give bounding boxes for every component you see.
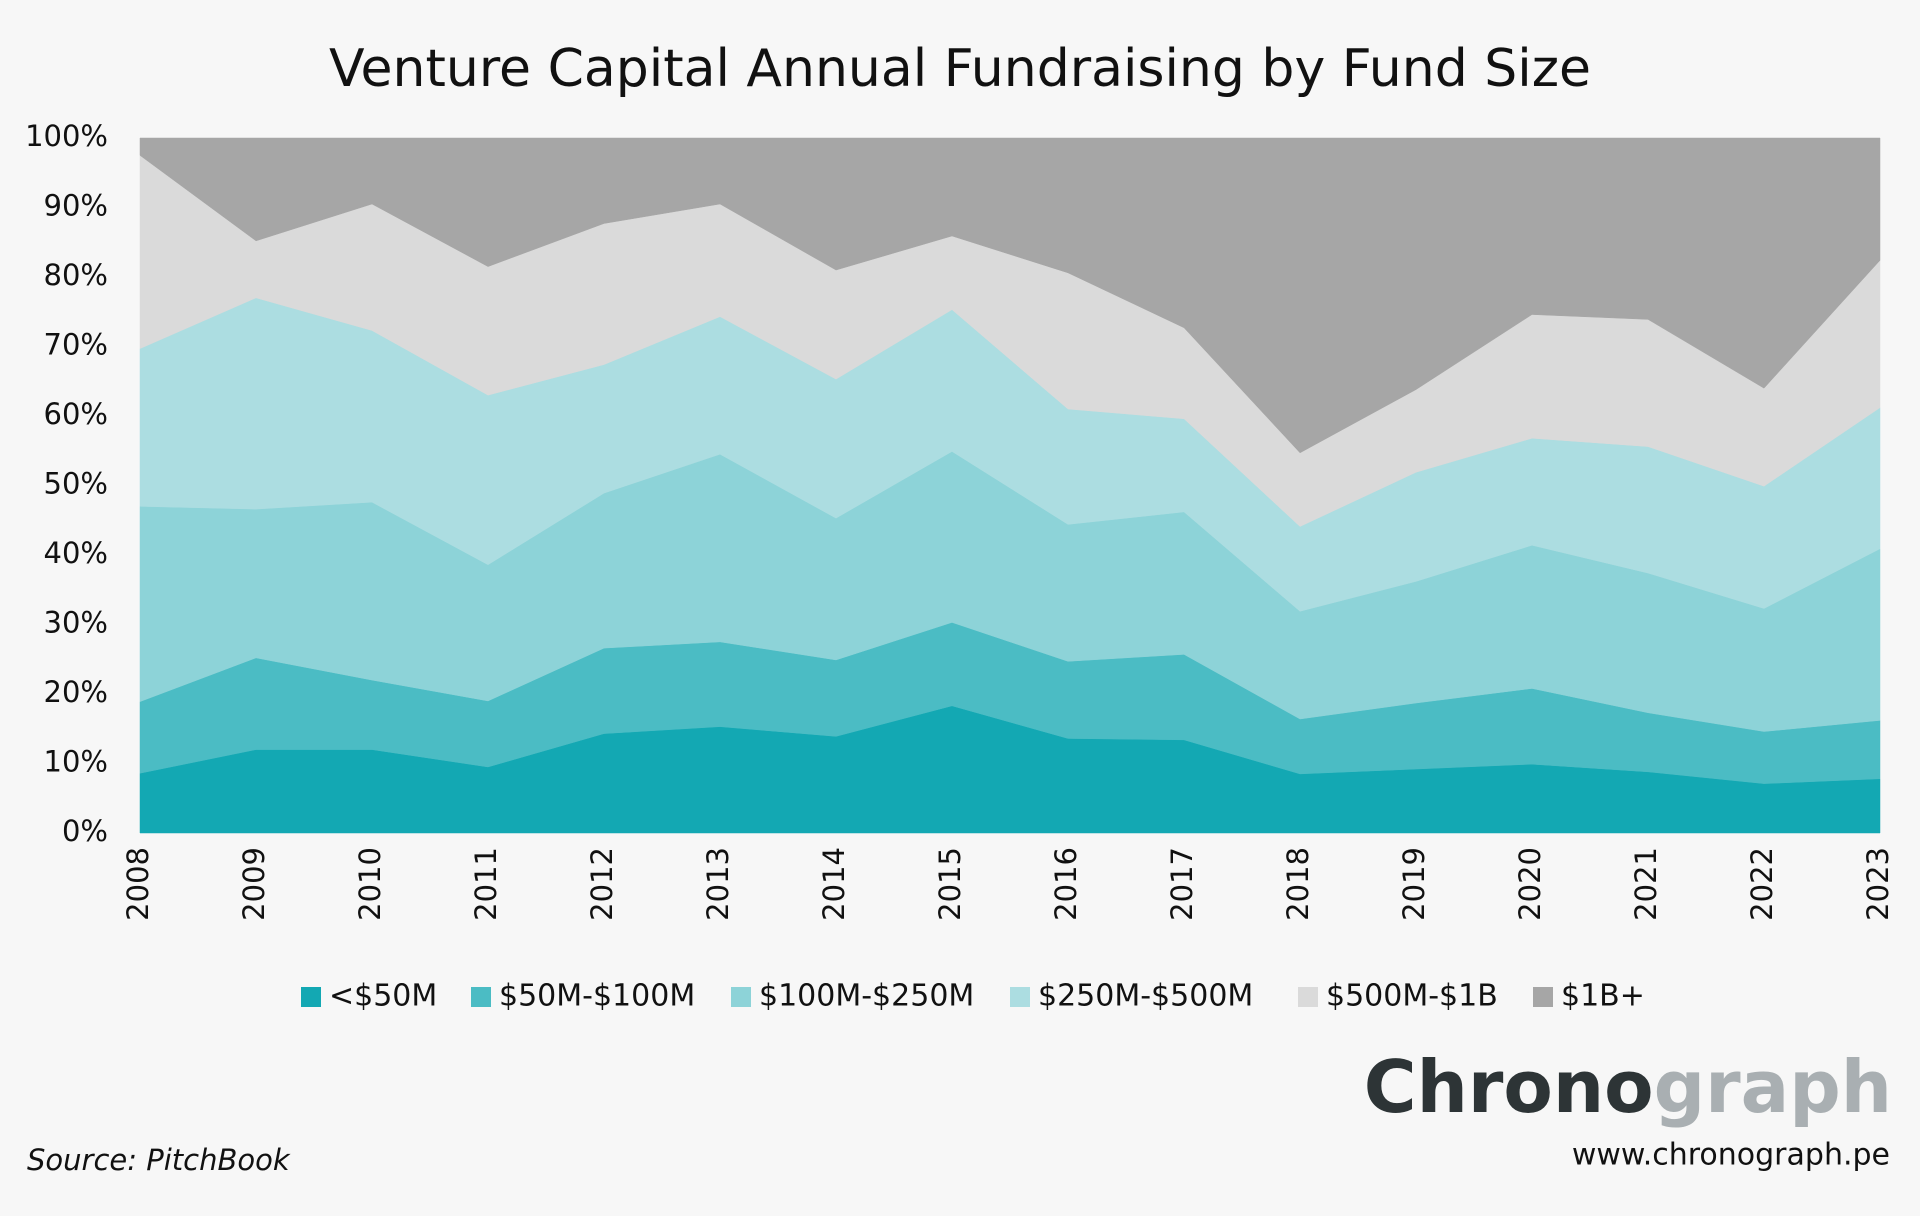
legend-item: $100M-$250M	[731, 979, 974, 1014]
x-tick-label: 2016	[1049, 847, 1083, 921]
legend-item: <$50M	[301, 979, 437, 1014]
x-tick-label: 2017	[1165, 847, 1199, 921]
brand-dark: Chrono	[1364, 1045, 1654, 1129]
y-tick-label: 100%	[25, 119, 108, 153]
legend-swatch	[1298, 987, 1318, 1007]
legend-label: $250M-$500M	[1038, 979, 1253, 1014]
y-tick-label: 70%	[44, 328, 108, 362]
legend-label: $50M-$100M	[499, 979, 695, 1014]
x-tick-label: 2023	[1861, 847, 1895, 921]
y-tick-label: 80%	[44, 258, 108, 292]
legend-item: $50M-$100M	[471, 979, 695, 1014]
x-tick-label: 2021	[1629, 847, 1663, 921]
legend-swatch	[731, 987, 751, 1007]
y-tick-label: 0%	[62, 814, 108, 848]
y-tick-label: 10%	[44, 745, 108, 779]
x-tick-label: 2020	[1513, 847, 1547, 921]
y-tick-label: 40%	[44, 536, 108, 570]
y-tick-label: 30%	[44, 606, 108, 640]
legend-swatch	[301, 987, 321, 1007]
x-tick-label: 2022	[1745, 847, 1779, 921]
y-tick-label: 90%	[44, 189, 108, 223]
y-tick-label: 50%	[44, 467, 108, 501]
x-tick-label: 2015	[933, 847, 967, 921]
x-tick-label: 2018	[1281, 847, 1315, 921]
y-tick-label: 20%	[44, 675, 108, 709]
x-tick-label: 2009	[237, 847, 271, 921]
legend-label: $1B+	[1561, 979, 1645, 1014]
legend-label: <$50M	[329, 979, 437, 1014]
area	[139, 137, 1881, 454]
legend-item: $500M-$1B	[1298, 979, 1498, 1014]
x-tick-label: 2019	[1397, 847, 1431, 921]
legend-item: $250M-$500M	[1010, 979, 1253, 1014]
legend-label: $100M-$250M	[759, 979, 974, 1014]
legend-swatch	[1010, 987, 1030, 1007]
x-tick-label: 2011	[469, 847, 503, 921]
chart-title: Venture Capital Annual Fundraising by Fu…	[329, 39, 1591, 99]
x-tick-label: 2014	[817, 847, 851, 921]
x-tick-label: 2012	[585, 847, 619, 921]
x-tick-label: 2013	[701, 847, 735, 921]
brand-url: www.chronograph.pe	[1572, 1138, 1890, 1173]
y-tick-label: 60%	[44, 397, 108, 431]
legend-swatch	[1533, 987, 1553, 1007]
brand-logo: Chronograph	[1364, 1045, 1892, 1129]
legend-label: $500M-$1B	[1326, 979, 1498, 1014]
legend-swatch	[471, 987, 491, 1007]
legend-item: $1B+	[1533, 979, 1645, 1014]
x-tick-label: 2010	[353, 847, 387, 921]
x-tick-label: 2008	[121, 847, 155, 921]
source-note: Source: PitchBook	[27, 1143, 291, 1177]
brand-light: graph	[1654, 1045, 1892, 1129]
